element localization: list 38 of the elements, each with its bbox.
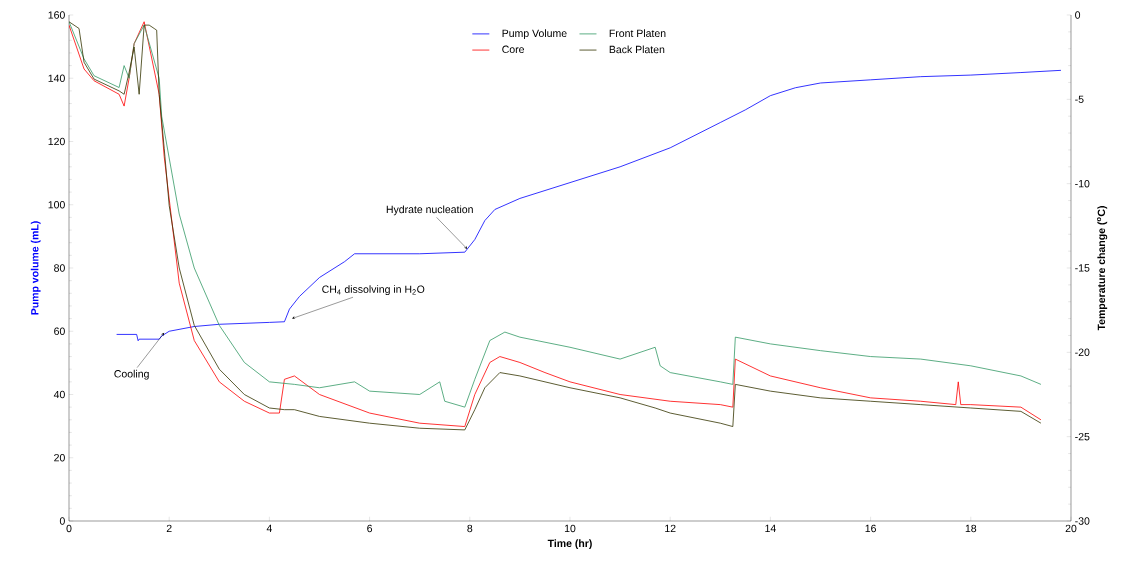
line-series: [116, 69, 1062, 342]
x-axis-title: Time (hr): [547, 539, 592, 550]
x-tick-label: 2: [166, 524, 172, 533]
x-tick-label: 0: [66, 524, 72, 533]
y2-tick-label: 0: [1075, 11, 1081, 19]
x-tick-label: 14: [765, 524, 776, 532]
x-tick-label: 6: [367, 524, 373, 533]
y2-tick-label: -5: [1075, 95, 1084, 103]
y2-tick-label: -10: [1075, 179, 1090, 188]
y2-axis-title: Temperature change ($^{o}$C): [1097, 206, 1108, 331]
y-tick-label: 40: [53, 390, 65, 399]
y-tick-label: 60: [54, 327, 65, 335]
y2-tick-label: -20: [1075, 348, 1090, 357]
y2-tick-label: -15: [1075, 264, 1090, 272]
y2-tick-label: -30: [1075, 517, 1090, 525]
x-tick-label: 12: [665, 524, 676, 533]
y-tick-label: 120: [48, 137, 65, 146]
annotation: CH$_{4}$ dissolving in H$_{2}$O: [322, 285, 425, 296]
y-tick-label: 20: [54, 454, 65, 462]
y-tick-label: 160: [48, 11, 65, 19]
x-tick-label: 16: [865, 524, 876, 533]
annotation: Cooling: [114, 369, 149, 380]
y-tick-label: 80: [54, 264, 65, 272]
x-tick-label: 18: [965, 524, 977, 533]
x-tick-label: 20: [1065, 524, 1077, 533]
y2-tick-label: -25: [1075, 432, 1090, 441]
y-tick-label: 100: [48, 201, 65, 209]
x-tick-label: 10: [564, 524, 576, 533]
legend-label: Pump Volume: [502, 29, 567, 40]
annotation: Hydrate nucleation: [386, 205, 473, 216]
y-tick-label: 140: [48, 74, 65, 82]
legend-label: Front Platen: [609, 29, 666, 38]
y-axis-title: Pump volume (mL): [30, 221, 41, 315]
y-tick-label: 0: [59, 517, 65, 525]
x-tick-label: 8: [467, 524, 473, 533]
legend-label: Core: [502, 45, 525, 54]
x-tick-label: 4: [266, 524, 273, 532]
legend-label: Back Platen: [609, 45, 665, 54]
